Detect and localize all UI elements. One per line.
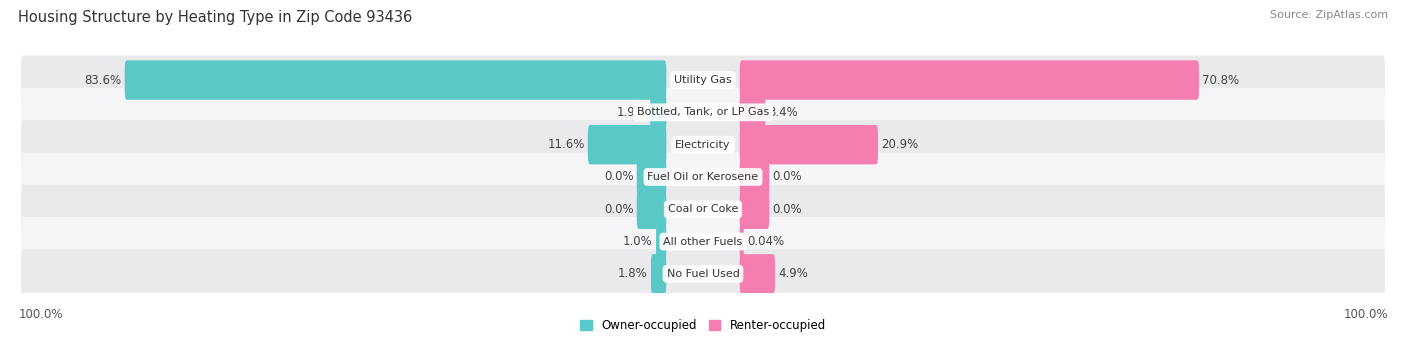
Text: 1.8%: 1.8% xyxy=(617,267,648,280)
FancyBboxPatch shape xyxy=(657,222,666,261)
FancyBboxPatch shape xyxy=(740,93,765,132)
FancyBboxPatch shape xyxy=(21,249,1385,298)
FancyBboxPatch shape xyxy=(740,190,769,229)
FancyBboxPatch shape xyxy=(637,157,666,197)
FancyBboxPatch shape xyxy=(740,157,769,197)
FancyBboxPatch shape xyxy=(21,185,1385,234)
FancyBboxPatch shape xyxy=(740,60,1199,100)
Text: 0.0%: 0.0% xyxy=(605,203,634,216)
FancyBboxPatch shape xyxy=(740,254,775,294)
FancyBboxPatch shape xyxy=(21,88,1385,137)
FancyBboxPatch shape xyxy=(740,125,877,164)
FancyBboxPatch shape xyxy=(125,60,666,100)
FancyBboxPatch shape xyxy=(637,190,666,229)
FancyBboxPatch shape xyxy=(21,152,1385,202)
Text: 0.04%: 0.04% xyxy=(747,235,785,248)
Text: 70.8%: 70.8% xyxy=(1202,74,1239,87)
FancyBboxPatch shape xyxy=(21,120,1385,169)
Text: Bottled, Tank, or LP Gas: Bottled, Tank, or LP Gas xyxy=(637,107,769,117)
FancyBboxPatch shape xyxy=(21,56,1385,105)
Text: 100.0%: 100.0% xyxy=(18,308,63,321)
Text: No Fuel Used: No Fuel Used xyxy=(666,269,740,279)
Text: 0.0%: 0.0% xyxy=(772,170,801,183)
Text: 83.6%: 83.6% xyxy=(84,74,121,87)
Text: 1.9%: 1.9% xyxy=(617,106,647,119)
Text: Utility Gas: Utility Gas xyxy=(675,75,731,85)
FancyBboxPatch shape xyxy=(21,217,1385,266)
Text: 4.9%: 4.9% xyxy=(779,267,808,280)
FancyBboxPatch shape xyxy=(650,93,666,132)
FancyBboxPatch shape xyxy=(651,254,666,294)
Text: 3.4%: 3.4% xyxy=(769,106,799,119)
Text: 1.0%: 1.0% xyxy=(623,235,652,248)
Text: All other Fuels: All other Fuels xyxy=(664,237,742,247)
Text: Coal or Coke: Coal or Coke xyxy=(668,204,738,214)
Text: 100.0%: 100.0% xyxy=(1343,308,1388,321)
Legend: Owner-occupied, Renter-occupied: Owner-occupied, Renter-occupied xyxy=(579,319,827,332)
Text: Electricity: Electricity xyxy=(675,140,731,150)
Text: 0.0%: 0.0% xyxy=(772,203,801,216)
Text: 11.6%: 11.6% xyxy=(547,138,585,151)
Text: 20.9%: 20.9% xyxy=(882,138,918,151)
Text: Fuel Oil or Kerosene: Fuel Oil or Kerosene xyxy=(647,172,759,182)
FancyBboxPatch shape xyxy=(588,125,666,164)
Text: Source: ZipAtlas.com: Source: ZipAtlas.com xyxy=(1270,10,1388,20)
Text: 0.0%: 0.0% xyxy=(605,170,634,183)
Text: Housing Structure by Heating Type in Zip Code 93436: Housing Structure by Heating Type in Zip… xyxy=(18,10,412,25)
FancyBboxPatch shape xyxy=(740,222,744,261)
